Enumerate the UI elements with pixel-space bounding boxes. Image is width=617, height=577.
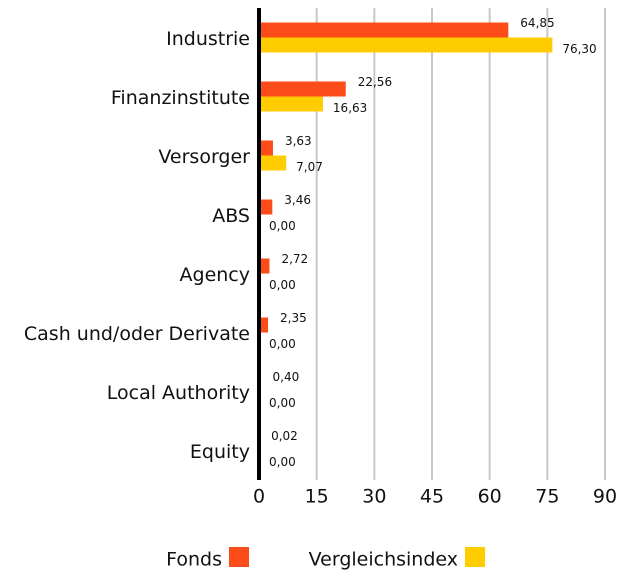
value-label: 64,85	[520, 16, 554, 30]
bar	[259, 156, 286, 171]
x-tick-label: 0	[253, 486, 265, 508]
x-tick-label: 30	[362, 486, 386, 508]
value-label: 0,02	[271, 429, 298, 443]
value-label: 0,40	[273, 370, 300, 384]
category-label: Cash und/oder Derivate	[24, 323, 250, 345]
value-label: 0,00	[269, 337, 296, 351]
value-label: 3,46	[284, 193, 311, 207]
category-label: Equity	[190, 441, 250, 463]
category-label: Versorger	[158, 146, 250, 168]
value-label: 7,07	[296, 160, 323, 174]
x-tick-label: 45	[420, 486, 444, 508]
bar	[259, 141, 273, 156]
value-label: 0,00	[269, 219, 296, 233]
value-label: 16,63	[333, 101, 367, 115]
value-label: 0,00	[269, 455, 296, 469]
bar	[259, 82, 346, 97]
value-label: 2,35	[280, 311, 307, 325]
category-label: Local Authority	[107, 382, 250, 404]
value-label: 2,72	[281, 252, 308, 266]
category-label: Finanzinstitute	[111, 87, 250, 109]
x-tick-label: 90	[593, 486, 617, 508]
legend-label: Fonds	[166, 549, 222, 571]
value-label: 0,00	[269, 278, 296, 292]
value-label: 76,30	[562, 42, 596, 56]
x-tick-label: 15	[305, 486, 329, 508]
category-label: Industrie	[166, 28, 250, 50]
bar	[259, 97, 323, 112]
category-label: Agency	[180, 264, 250, 286]
category-label: ABS	[212, 205, 250, 227]
legend-label: Vergleichsindex	[309, 549, 458, 571]
x-tick-label: 60	[478, 486, 502, 508]
value-label: 3,63	[285, 134, 312, 148]
value-label: 22,56	[358, 75, 392, 89]
value-label: 0,00	[269, 396, 296, 410]
legend-swatch	[465, 547, 485, 567]
bar	[259, 23, 508, 38]
bar	[259, 38, 552, 53]
legend-swatch	[229, 547, 249, 567]
x-tick-label: 75	[535, 486, 559, 508]
